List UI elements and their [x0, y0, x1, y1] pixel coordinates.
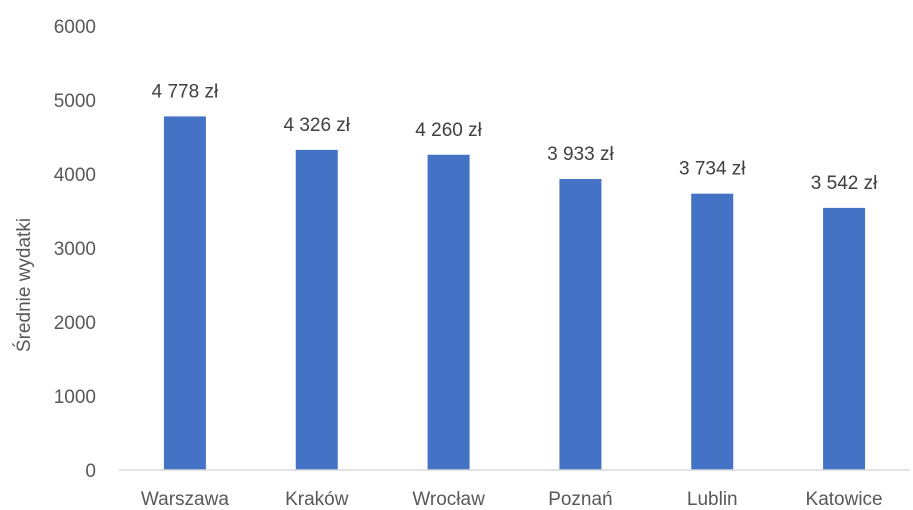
- y-tick-label: 4000: [54, 165, 96, 186]
- bar-kraków: [295, 149, 338, 470]
- bar-katowice: [823, 207, 866, 470]
- bar-wrocław: [427, 154, 470, 470]
- y-tick-label: 0: [85, 461, 96, 482]
- x-tick-label: Warszawa: [141, 489, 229, 510]
- bar-warszawa: [163, 116, 206, 470]
- data-label: 3 734 zł: [679, 159, 746, 180]
- x-tick-label: Katowice: [806, 489, 883, 510]
- y-tick-label: 5000: [54, 91, 96, 112]
- y-axis-title: Średnie wydatki: [13, 218, 35, 352]
- x-tick-label: Wrocław: [412, 489, 485, 510]
- y-tick-label: 1000: [54, 387, 96, 408]
- x-tick-label: Kraków: [285, 489, 349, 510]
- y-tick-label: 3000: [54, 239, 96, 260]
- data-label: 4 778 zł: [152, 81, 219, 102]
- data-labels: 4 778 zł 4 326 zł 4 260 zł 3 933 zł 3 734 zł…: [152, 81, 878, 193]
- bar-lublin: [691, 193, 734, 470]
- data-label: 4 260 zł: [415, 120, 482, 141]
- data-label: 3 933 zł: [547, 144, 614, 165]
- y-tick-label: 2000: [54, 313, 96, 334]
- bar-poznań: [559, 178, 602, 470]
- data-label: 4 326 zł: [283, 115, 350, 136]
- x-tick-label: Poznań: [548, 489, 612, 510]
- y-tick-label: 6000: [54, 17, 96, 38]
- bars: [163, 116, 866, 470]
- data-label: 3 542 zł: [811, 173, 878, 194]
- y-axis-ticks: 0 1000 2000 3000 4000 5000 6000: [54, 17, 96, 482]
- x-axis-ticks: Warszawa Kraków Wrocław Poznań Lublin Katowic…: [141, 489, 883, 510]
- x-tick-label: Lublin: [687, 489, 738, 510]
